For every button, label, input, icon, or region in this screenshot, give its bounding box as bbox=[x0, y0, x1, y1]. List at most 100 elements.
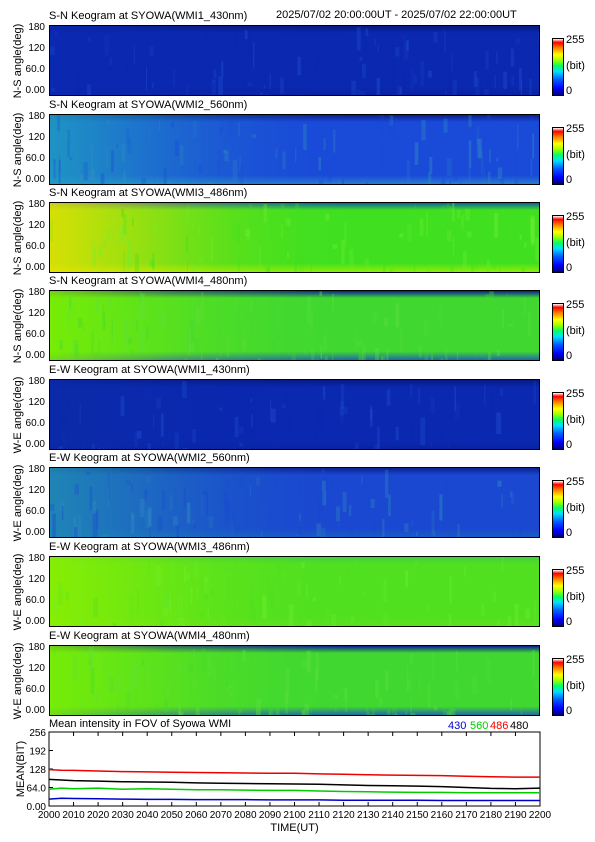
colorbar-max: 255 bbox=[566, 654, 585, 666]
panel-title: E-W Keogram at SYOWA(WMI3_486nm) bbox=[49, 541, 250, 553]
panel-ytick: 180 bbox=[28, 22, 45, 33]
panel-title: E-W Keogram at SYOWA(WMI4_480nm) bbox=[49, 630, 250, 642]
panel-ytick: 120 bbox=[28, 574, 45, 585]
legend-entry: 430 bbox=[448, 720, 466, 732]
panel-ytick: 180 bbox=[28, 111, 45, 122]
keogram-raster bbox=[50, 203, 539, 272]
panel-ytick: 60.0 bbox=[25, 64, 45, 75]
colorbar-unit: (bit) bbox=[566, 414, 585, 426]
x-tick-label: 2090 bbox=[259, 810, 282, 821]
panel-ytick: 60.0 bbox=[25, 595, 45, 606]
panel-ytick: 0.00 bbox=[25, 174, 45, 185]
colorbar-unit: (bit) bbox=[566, 60, 585, 72]
panel-ytick: 60.0 bbox=[25, 153, 45, 164]
x-tick-label: 2120 bbox=[332, 810, 355, 821]
y-tick-label: 0.00 bbox=[27, 802, 47, 813]
x-tick-label: 2030 bbox=[112, 810, 135, 821]
panel-ytick: 60.0 bbox=[25, 329, 45, 340]
series-line-486 bbox=[48, 768, 540, 778]
colorbar-min: 0 bbox=[566, 262, 573, 274]
colorbar-min: 0 bbox=[566, 174, 573, 186]
panel-ytick: 120 bbox=[28, 132, 45, 143]
panel-ytick: 60.0 bbox=[25, 241, 45, 252]
panel-ytick: 60.0 bbox=[25, 684, 45, 695]
colorbar-max: 255 bbox=[566, 211, 585, 223]
panel-title: E-W Keogram at SYOWA(WMI2_560nm) bbox=[49, 452, 250, 464]
panel-title: S-N Keogram at SYOWA(WMI2_560nm) bbox=[49, 99, 248, 111]
panel-ytick: 120 bbox=[28, 485, 45, 496]
panel-title: S-N Keogram at SYOWA(WMI1_430nm) bbox=[49, 10, 248, 22]
colorbar bbox=[552, 569, 564, 627]
colorbar-unit: (bit) bbox=[566, 502, 585, 514]
y-tick-label: 128 bbox=[29, 765, 46, 776]
panel-ytick: 0.00 bbox=[25, 527, 45, 538]
panel-ytick: 120 bbox=[28, 308, 45, 319]
panel-ytick: 180 bbox=[28, 376, 45, 387]
keogram-raster bbox=[50, 291, 539, 360]
panel-ytick: 60.0 bbox=[25, 418, 45, 429]
panel-ytick: 60.0 bbox=[25, 506, 45, 517]
keogram-image bbox=[49, 202, 540, 273]
header-time-range: 2025/07/02 20:00:00UT - 2025/07/02 22:00… bbox=[276, 9, 517, 21]
panel-ytick: 0.00 bbox=[25, 85, 45, 96]
colorbar bbox=[552, 303, 564, 361]
panel-ytick: 0.00 bbox=[25, 262, 45, 273]
panel-ytick: 120 bbox=[28, 220, 45, 231]
x-tick-label: 2190 bbox=[504, 810, 527, 821]
panel-ytick: 120 bbox=[28, 43, 45, 54]
colorbar bbox=[552, 392, 564, 450]
series-line-560 bbox=[48, 787, 540, 794]
colorbar-min: 0 bbox=[566, 85, 573, 97]
colorbar-max: 255 bbox=[566, 476, 585, 488]
x-tick-label: 2020 bbox=[87, 810, 110, 821]
colorbar-unit: (bit) bbox=[566, 325, 585, 337]
x-tick-label: 2010 bbox=[62, 810, 85, 821]
panel-title: S-N Keogram at SYOWA(WMI4_480nm) bbox=[49, 275, 248, 287]
x-tick-label: 2160 bbox=[431, 810, 454, 821]
keogram-image bbox=[49, 25, 540, 96]
colorbar-unit: (bit) bbox=[566, 237, 585, 249]
colorbar-min: 0 bbox=[566, 527, 573, 539]
y-axis-label: MEAN(BIT) bbox=[15, 741, 27, 797]
plot-frame bbox=[48, 731, 541, 807]
x-tick-label: 2000 bbox=[38, 810, 61, 821]
panel-ytick: 180 bbox=[28, 464, 45, 475]
colorbar-min: 0 bbox=[566, 439, 573, 451]
panel-ytick: 180 bbox=[28, 642, 45, 653]
series-line-480 bbox=[48, 778, 541, 790]
y-tick-label: 192 bbox=[29, 747, 46, 758]
keogram-image bbox=[49, 379, 540, 450]
colorbar bbox=[552, 215, 564, 273]
colorbar-max: 255 bbox=[566, 565, 585, 577]
keogram-image bbox=[49, 290, 540, 361]
colorbar-min: 0 bbox=[566, 616, 573, 628]
y-tick-label: 256 bbox=[29, 728, 46, 739]
keogram-image bbox=[49, 114, 540, 185]
x-tick-label: 2170 bbox=[455, 810, 478, 821]
panel-ytick: 120 bbox=[28, 663, 45, 674]
colorbar-unit: (bit) bbox=[566, 149, 585, 161]
keogram-raster bbox=[50, 380, 539, 449]
colorbar-unit: (bit) bbox=[566, 680, 585, 692]
x-tick-label: 2100 bbox=[283, 810, 306, 821]
colorbar-unit: (bit) bbox=[566, 591, 585, 603]
colorbar-min: 0 bbox=[566, 705, 573, 717]
x-tick-label: 2060 bbox=[185, 810, 208, 821]
keogram-image bbox=[49, 467, 540, 538]
x-tick-label: 2040 bbox=[136, 810, 159, 821]
colorbar-max: 255 bbox=[566, 34, 585, 46]
colorbar bbox=[552, 658, 564, 716]
panel-ytick: 0.00 bbox=[25, 439, 45, 450]
x-tick-label: 2070 bbox=[210, 810, 233, 821]
panel-ytick: 0.00 bbox=[25, 350, 45, 361]
colorbar-max: 255 bbox=[566, 123, 585, 135]
panel-ytick: 0.00 bbox=[25, 705, 45, 716]
colorbar bbox=[552, 38, 564, 96]
keogram-raster bbox=[50, 557, 539, 626]
x-tick-label: 2110 bbox=[308, 810, 330, 821]
colorbar-max: 255 bbox=[566, 299, 585, 311]
x-tick-label: 2130 bbox=[357, 810, 380, 821]
panel-title: S-N Keogram at SYOWA(WMI3_486nm) bbox=[49, 187, 248, 199]
colorbar bbox=[552, 127, 564, 185]
